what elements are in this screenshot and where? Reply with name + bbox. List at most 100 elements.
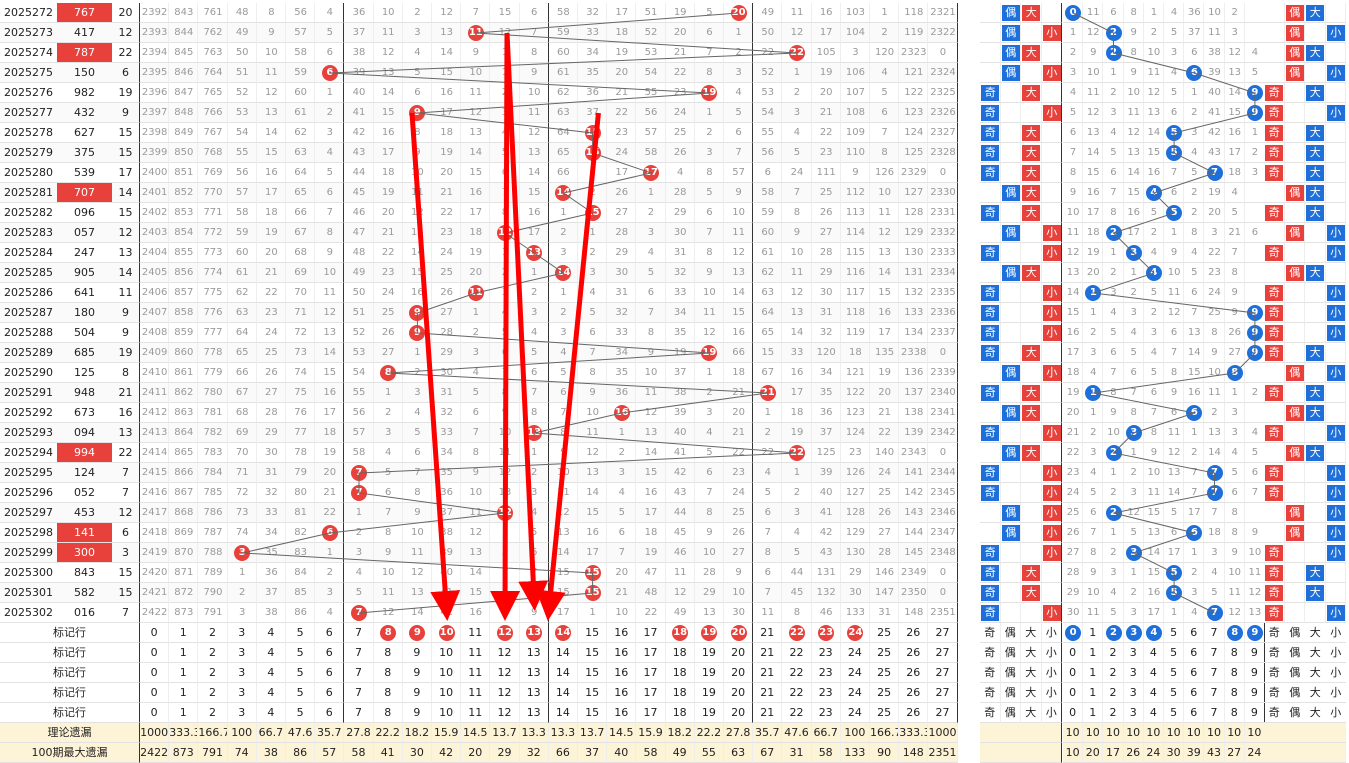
omission-value: 19 bbox=[440, 147, 453, 158]
omission-cell bbox=[198, 123, 228, 143]
omission-value: 14 bbox=[644, 447, 658, 458]
omission-value: 772 bbox=[203, 227, 223, 238]
omission-value: 2351 bbox=[930, 607, 956, 618]
omission-value: 16 bbox=[527, 207, 541, 218]
digit-omission: 38 bbox=[1208, 47, 1221, 58]
omission-value: 10 bbox=[381, 7, 395, 18]
parity2-cell bbox=[1264, 503, 1285, 523]
issue-number: 2025285 bbox=[0, 263, 57, 283]
marked-digit-ball: 4 bbox=[1145, 625, 1162, 641]
max-omission-value: 58 bbox=[636, 743, 666, 763]
omission-value: 18 bbox=[440, 127, 453, 138]
omission-value: 25 bbox=[732, 507, 745, 518]
digit-omission: 12 bbox=[1228, 607, 1242, 618]
parity2-cell bbox=[1284, 103, 1305, 123]
parity-cell bbox=[1000, 603, 1021, 623]
omission-value: 871 bbox=[174, 567, 194, 578]
max-omission-value: 41 bbox=[373, 743, 403, 763]
omission-value: 2 bbox=[793, 87, 801, 98]
parity2-cell bbox=[1264, 263, 1285, 283]
omission-value: 42 bbox=[673, 467, 687, 478]
draw-number: 094 bbox=[57, 423, 112, 443]
omission-value: 7 bbox=[531, 27, 538, 38]
parity2-cell bbox=[1305, 603, 1326, 623]
parity2-cell bbox=[1305, 283, 1326, 303]
footer-sum-cell: 22 bbox=[782, 663, 812, 683]
omission-value: 17 bbox=[790, 387, 804, 398]
omission-value: 71 bbox=[294, 307, 307, 318]
omission-cell bbox=[140, 43, 170, 63]
omission-value: 68 bbox=[235, 407, 249, 418]
omission-value: 17 bbox=[615, 7, 629, 18]
parity-cell bbox=[1000, 203, 1021, 223]
omission-value: 4 bbox=[531, 507, 538, 518]
theory-value: 13.3 bbox=[519, 723, 549, 743]
digit-omission: 16 bbox=[1228, 127, 1242, 138]
omission-value: 15 bbox=[527, 187, 541, 198]
issue-number: 2025276 bbox=[0, 83, 57, 103]
digit-omission: 10 bbox=[1147, 47, 1161, 58]
omission-value: 9 bbox=[560, 447, 567, 458]
digit-omission: 11 bbox=[1086, 7, 1100, 18]
issue-number: 2025282 bbox=[0, 203, 57, 223]
digit-omission: 5 bbox=[1090, 487, 1097, 498]
theory-value: 333.3 bbox=[899, 723, 929, 743]
footer-sum-cell: 15 bbox=[578, 703, 608, 723]
footer-sum-cell: 12 bbox=[490, 643, 520, 663]
omission-value: 8 bbox=[501, 387, 509, 398]
omission-value: 13 bbox=[527, 147, 541, 158]
omission-value: 39 bbox=[440, 547, 453, 558]
omission-value: 24 bbox=[265, 327, 278, 338]
digit-omission: 4 bbox=[1211, 567, 1218, 578]
omission-value: 7 bbox=[881, 127, 888, 138]
footer-parity2-cell: 小 bbox=[1325, 623, 1346, 643]
omission-value: 60 bbox=[294, 87, 307, 98]
tail-parity-tag: 奇 bbox=[1265, 285, 1284, 301]
footer-digit-cell: 3 bbox=[1123, 683, 1144, 703]
omission-cell bbox=[198, 63, 228, 83]
omission-value: 869 bbox=[174, 527, 194, 538]
omission-value: 3 bbox=[735, 67, 742, 78]
theory-value: 22.2 bbox=[373, 723, 403, 743]
omission-value: 2348 bbox=[930, 547, 956, 558]
digit-omission: 13 bbox=[1147, 527, 1161, 538]
tail-size-tag: 大 bbox=[1306, 165, 1325, 181]
parity2-cell bbox=[1264, 403, 1285, 423]
issue-number: 2025290 bbox=[0, 363, 57, 383]
footer-parity-cell: 小 bbox=[1041, 623, 1062, 643]
footer-sum-cell: 18 bbox=[665, 663, 695, 683]
digit-omission: 3 bbox=[1211, 547, 1218, 558]
omission-value: 26 bbox=[440, 287, 453, 298]
parity-cell bbox=[1021, 503, 1042, 523]
omission-value: 38 bbox=[352, 47, 366, 58]
footer-digit-cell: 1 bbox=[1083, 663, 1104, 683]
omission-value: 31 bbox=[615, 287, 629, 298]
omission-value: 128 bbox=[845, 507, 865, 518]
digit-omission: 3 bbox=[1150, 327, 1158, 338]
omission-value: 777 bbox=[203, 327, 223, 338]
parity-tag: 奇 bbox=[981, 125, 1000, 141]
omission-value: 26 bbox=[381, 327, 395, 338]
footer-sum-cell: 4 bbox=[256, 643, 286, 663]
omission-value: 21 bbox=[615, 587, 629, 598]
digit-omission: 1 bbox=[1150, 7, 1158, 18]
footer-parity2-cell: 大 bbox=[1305, 643, 1326, 663]
parity-cell bbox=[1041, 203, 1062, 223]
omission-value: 5 bbox=[355, 587, 363, 598]
digit-omission: 1 bbox=[1231, 387, 1238, 398]
sum-ball: 15 bbox=[584, 205, 601, 221]
sum-ball: 15 bbox=[584, 145, 601, 161]
omission-value: 22 bbox=[381, 247, 395, 258]
omission-cell bbox=[169, 23, 199, 43]
digit-omission: 19 bbox=[1208, 187, 1221, 198]
omission-value: 4 bbox=[793, 127, 801, 138]
footer-parity2-cell: 小 bbox=[1325, 683, 1346, 703]
omission-value: 14 bbox=[586, 487, 599, 498]
sum-ball: 7 bbox=[351, 605, 367, 621]
parity-cell bbox=[1000, 143, 1021, 163]
omission-value: 16 bbox=[265, 167, 278, 178]
omission-value: 58 bbox=[294, 47, 307, 58]
omission-cell bbox=[928, 43, 958, 63]
parity2-cell bbox=[1325, 163, 1346, 183]
footer-digit-cell: 5 bbox=[1164, 643, 1185, 663]
